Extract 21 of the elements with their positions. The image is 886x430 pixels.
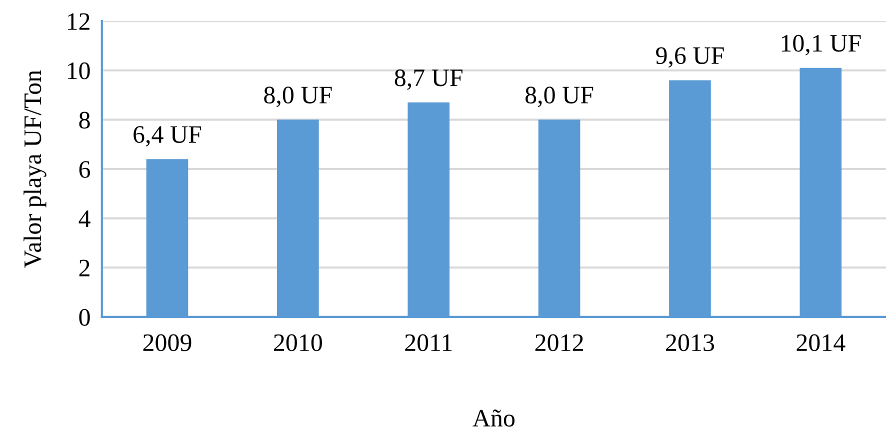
x-axis-title: Año (472, 410, 515, 427)
y-tick-label: 2 (79, 260, 90, 276)
x-tick-label: 2009 (143, 334, 192, 352)
data-label: 8,0 UF (526, 86, 594, 108)
y-tick-label: 6 (79, 161, 90, 178)
data-label: 8,0 UF (264, 86, 332, 108)
data-label: 8,7 UF (394, 69, 462, 90)
x-tick-label: 2012 (535, 334, 583, 352)
x-tick-label: 2013 (666, 334, 714, 352)
data-label: 6,4 UF (134, 126, 202, 147)
y-tick-label: 4 (78, 210, 90, 227)
y-tick-label: 8 (79, 112, 90, 129)
x-tick-label: 2010 (274, 334, 322, 352)
y-tick-label: 0 (79, 308, 90, 326)
data-label: 10,1 UF (782, 34, 861, 56)
x-tick-label: 2014 (796, 334, 846, 352)
y-tick-label: 12 (68, 13, 90, 30)
x-tick-label: 2011 (405, 334, 452, 352)
y-axis-title: Valor playa UF/Ton (24, 70, 46, 268)
y-tick-label: 10 (68, 62, 90, 80)
data-label: 9,6 UF (656, 47, 724, 68)
